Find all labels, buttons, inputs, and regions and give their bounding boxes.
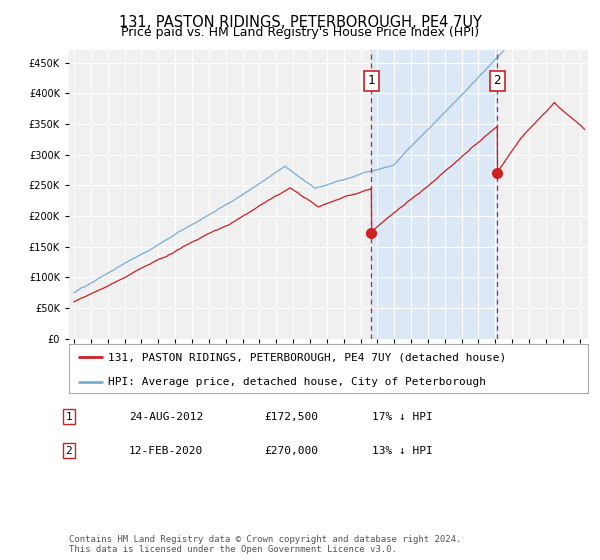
Text: £270,000: £270,000 — [264, 446, 318, 456]
Text: £172,500: £172,500 — [264, 412, 318, 422]
Text: 131, PASTON RIDINGS, PETERBOROUGH, PE4 7UY (detached house): 131, PASTON RIDINGS, PETERBOROUGH, PE4 7… — [108, 352, 506, 362]
Text: 17% ↓ HPI: 17% ↓ HPI — [372, 412, 433, 422]
Text: 1: 1 — [65, 412, 73, 422]
Text: 12-FEB-2020: 12-FEB-2020 — [129, 446, 203, 456]
Text: 131, PASTON RIDINGS, PETERBOROUGH, PE4 7UY: 131, PASTON RIDINGS, PETERBOROUGH, PE4 7… — [119, 15, 481, 30]
Text: HPI: Average price, detached house, City of Peterborough: HPI: Average price, detached house, City… — [108, 377, 486, 387]
Text: Contains HM Land Registry data © Crown copyright and database right 2024.
This d: Contains HM Land Registry data © Crown c… — [69, 535, 461, 554]
Bar — [371, 50, 497, 339]
Text: 1: 1 — [368, 74, 375, 87]
Text: 2: 2 — [494, 74, 501, 87]
Text: 24-AUG-2012: 24-AUG-2012 — [129, 412, 203, 422]
Text: 2: 2 — [65, 446, 73, 456]
Text: 13% ↓ HPI: 13% ↓ HPI — [372, 446, 433, 456]
Text: Price paid vs. HM Land Registry's House Price Index (HPI): Price paid vs. HM Land Registry's House … — [121, 26, 479, 39]
